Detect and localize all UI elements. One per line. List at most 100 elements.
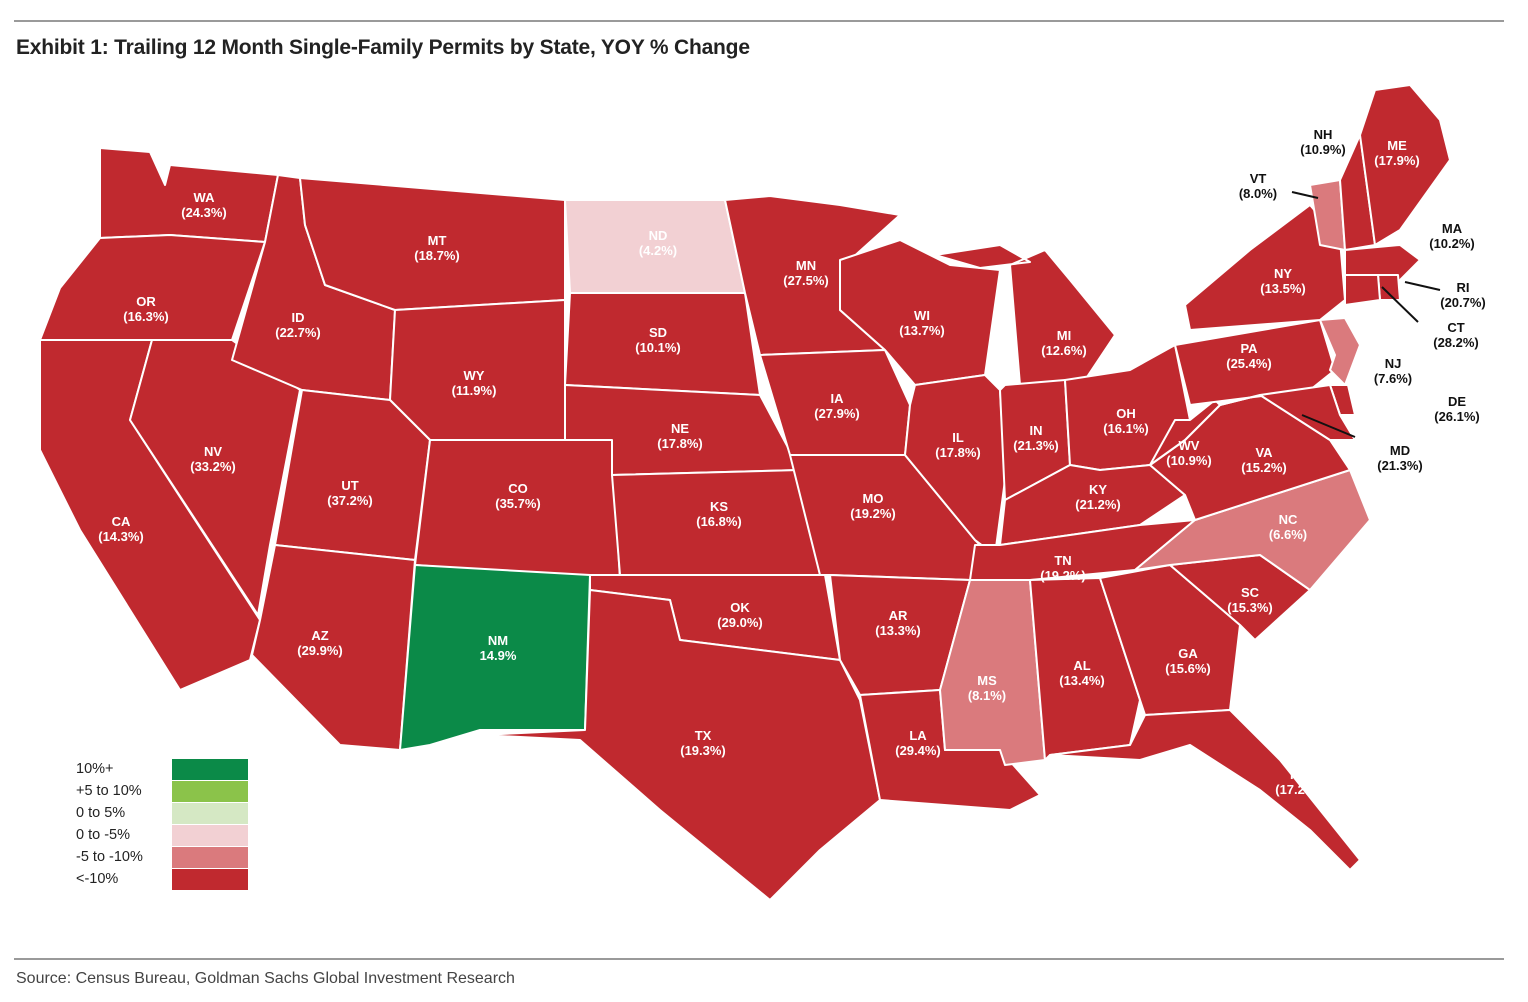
state-label-id: ID (22.7%) — [275, 310, 321, 340]
state-tn — [969, 519, 1196, 581]
state-abbr: MD — [1390, 443, 1410, 458]
state-value: (14.3%) — [98, 529, 144, 544]
state-value: (27.5%) — [783, 273, 829, 288]
state-value: (10.9%) — [1166, 453, 1212, 468]
state-value: (6.6%) — [1269, 527, 1307, 542]
state-value: (13.5%) — [1260, 281, 1306, 296]
state-value: (15.3%) — [1227, 600, 1273, 615]
state-label-oh: OH (16.1%) — [1103, 406, 1149, 436]
state-value: (8.1%) — [968, 688, 1006, 703]
legend-swatch — [172, 802, 248, 824]
state-label-fl: FL (17.2%) — [1275, 767, 1321, 797]
state-abbr: DE — [1448, 394, 1466, 409]
source-note: Source: Census Bureau, Goldman Sachs Glo… — [16, 970, 515, 987]
state-value: (37.2%) — [327, 493, 373, 508]
state-value: (17.9%) — [1374, 153, 1420, 168]
state-label-mi: MI (12.6%) — [1041, 328, 1087, 358]
state-abbr: CT — [1447, 320, 1464, 335]
state-label-me: ME (17.9%) — [1374, 138, 1420, 168]
state-value: (8.0%) — [1239, 186, 1277, 201]
legend-item: -5 to -10% — [76, 846, 248, 868]
state-fl — [1049, 709, 1361, 871]
state-label-ca: CA (14.3%) — [98, 514, 144, 544]
state-label-nj: NJ (7.6%) — [1374, 356, 1412, 386]
state-label-ut: UT (37.2%) — [327, 478, 373, 508]
legend-item: +5 to 10% — [76, 780, 248, 802]
legend-item: 0 to -5% — [76, 824, 248, 846]
state-value: (21.3%) — [1377, 458, 1423, 473]
state-abbr: WV — [1179, 438, 1200, 453]
state-abbr: MI — [1057, 328, 1071, 343]
legend-swatch — [172, 846, 248, 868]
state-wa — [99, 147, 279, 243]
state-abbr: NY — [1274, 266, 1292, 281]
state-value: (19.2%) — [1040, 568, 1086, 583]
state-abbr: MA — [1442, 221, 1463, 236]
state-label-la: LA (29.4%) — [895, 728, 941, 758]
legend-swatch — [172, 824, 248, 846]
state-value: 14.9% — [480, 648, 517, 663]
state-abbr: AR — [889, 608, 908, 623]
state-abbr: PA — [1240, 341, 1258, 356]
state-label-vt: VT (8.0%) — [1239, 171, 1277, 201]
state-value: (29.4%) — [895, 743, 941, 758]
legend-label: 10%+ — [76, 761, 114, 777]
state-nv — [129, 339, 301, 616]
state-abbr: WY — [464, 368, 485, 383]
state-label-mo: MO (19.2%) — [850, 491, 896, 521]
state-label-wv: WV (10.9%) — [1166, 438, 1212, 468]
state-value: (13.4%) — [1059, 673, 1105, 688]
state-value: (7.6%) — [1374, 371, 1412, 386]
state-label-nh: NH (10.9%) — [1300, 127, 1346, 157]
state-label-az: AZ (29.9%) — [297, 628, 343, 658]
legend-item: 0 to 5% — [76, 802, 248, 824]
leader-line — [1381, 286, 1419, 323]
state-label-ri: RI (20.7%) — [1440, 280, 1486, 310]
state-value: (25.4%) — [1226, 356, 1272, 371]
legend-label: -5 to -10% — [76, 849, 143, 865]
state-abbr: CA — [112, 514, 131, 529]
state-label-ga: GA (15.6%) — [1165, 646, 1211, 676]
state-label-ia: IA (27.9%) — [814, 391, 860, 421]
state-label-ar: AR (13.3%) — [875, 608, 921, 638]
state-value: (29.0%) — [717, 615, 763, 630]
state-abbr: MS — [977, 673, 997, 688]
state-label-ma: MA (10.2%) — [1429, 221, 1475, 251]
state-value: (24.3%) — [181, 205, 227, 220]
state-label-ne: NE (17.8%) — [657, 421, 703, 451]
state-or — [39, 234, 266, 341]
state-value: (13.3%) — [875, 623, 921, 638]
state-label-ct: CT (28.2%) — [1433, 320, 1479, 350]
state-abbr: MN — [796, 258, 816, 273]
state-label-nc: NC (6.6%) — [1269, 512, 1307, 542]
state-value: (28.2%) — [1433, 335, 1479, 350]
state-value: (22.7%) — [275, 325, 321, 340]
state-label-tx: TX (19.3%) — [680, 728, 726, 758]
state-label-al: AL (13.4%) — [1059, 658, 1105, 688]
state-value: (19.3%) — [680, 743, 726, 758]
state-value: (11.9%) — [452, 383, 497, 398]
state-abbr: LA — [909, 728, 927, 743]
state-me — [1359, 84, 1451, 246]
state-label-in: IN (21.3%) — [1013, 423, 1059, 453]
state-abbr: MO — [863, 491, 884, 506]
state-label-mn: MN (27.5%) — [783, 258, 829, 288]
state-abbr: NJ — [1385, 356, 1402, 371]
state-abbr: OR — [136, 294, 156, 309]
state-value: (10.1%) — [635, 340, 681, 355]
state-label-il: IL (17.8%) — [935, 430, 981, 460]
state-abbr: ME — [1387, 138, 1407, 153]
state-value: (18.7%) — [414, 248, 460, 263]
state-value: (17.2%) — [1275, 782, 1321, 797]
state-tx — [479, 589, 881, 901]
state-abbr: NV — [204, 444, 222, 459]
state-abbr: GA — [1178, 646, 1198, 661]
state-md — [1219, 384, 1356, 441]
state-ri — [1377, 274, 1401, 301]
state-value: (21.3%) — [1013, 438, 1059, 453]
leader-line — [1301, 414, 1356, 438]
state-ut — [274, 389, 431, 561]
state-abbr: WI — [914, 308, 930, 323]
state-value: (13.7%) — [899, 323, 945, 338]
state-label-ny: NY (13.5%) — [1260, 266, 1306, 296]
